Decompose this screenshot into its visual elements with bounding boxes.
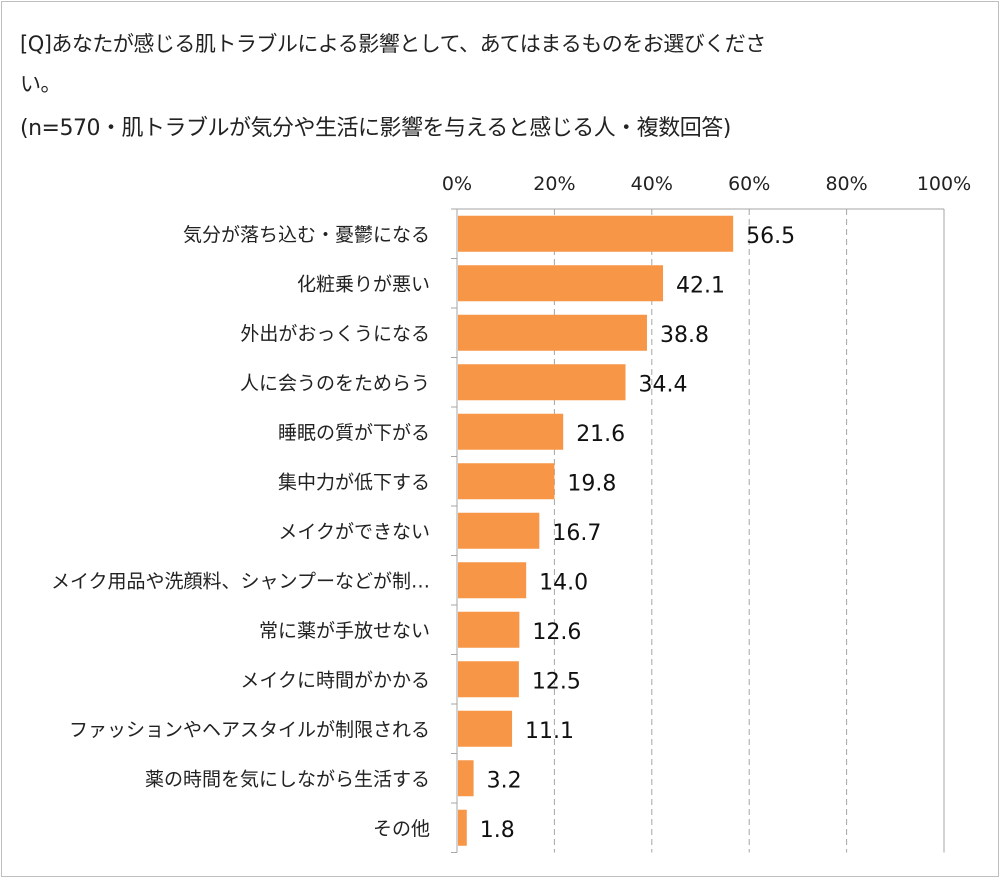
chart-title-line1: [Q]あなたが感じる肌トラブルによる影響として、あてはまるものをお選びくださ xyxy=(20,32,766,56)
data-label: 16.7 xyxy=(552,521,601,546)
data-label: 34.4 xyxy=(639,372,688,397)
category-label: 外出がおっくうになる xyxy=(240,323,430,345)
bar xyxy=(458,463,555,500)
category-label: 化粧乗りが悪い xyxy=(297,273,430,295)
bar xyxy=(458,314,647,351)
data-label: 42.1 xyxy=(676,273,725,298)
data-label: 21.6 xyxy=(576,422,625,447)
x-tick-label: 0% xyxy=(442,173,472,195)
bar xyxy=(458,265,664,302)
category-label: メイクができない xyxy=(278,521,430,543)
x-tick-label: 40% xyxy=(631,173,673,195)
bar xyxy=(458,809,467,846)
bar xyxy=(458,760,474,797)
chart-title-line2: い。 xyxy=(20,72,62,96)
data-label: 38.8 xyxy=(660,323,709,348)
category-label: ファッションやヘアスタイルが制限される xyxy=(69,719,430,741)
x-tick-label: 100% xyxy=(917,173,971,195)
data-label: 3.2 xyxy=(487,768,522,793)
category-label: 集中力が低下する xyxy=(278,471,430,493)
data-label: 14.0 xyxy=(539,570,588,595)
category-label: 常に薬が手放せない xyxy=(259,620,430,642)
bar xyxy=(458,611,520,648)
bar xyxy=(458,512,540,549)
bar xyxy=(458,413,564,450)
category-label: 人に会うのをためらう xyxy=(240,372,430,394)
category-label: その他 xyxy=(373,818,430,840)
data-label: 19.8 xyxy=(567,471,616,496)
category-label: 睡眠の質が下がる xyxy=(278,422,430,444)
x-tick-label: 60% xyxy=(728,173,770,195)
data-label: 1.8 xyxy=(480,818,515,843)
chart-subtitle: (n=570・肌トラブルが気分や生活に影響を与えると感じる人・複数回答) xyxy=(20,116,731,141)
bar xyxy=(458,364,626,401)
bar xyxy=(458,562,527,599)
category-label: 気分が落ち込む・憂鬱になる xyxy=(183,224,430,246)
category-label: メイクに時間がかかる xyxy=(240,669,430,691)
bar xyxy=(458,710,513,747)
bar xyxy=(458,215,734,252)
category-label: 薬の時間を気にしながら生活する xyxy=(145,768,430,790)
data-label: 11.1 xyxy=(525,719,574,744)
data-label: 12.6 xyxy=(532,620,581,645)
data-label: 12.5 xyxy=(532,669,581,694)
bar xyxy=(458,661,519,698)
data-label: 56.5 xyxy=(746,224,795,249)
category-label: メイク用品や洗顔料、シャンプーなどが制… xyxy=(51,570,430,592)
x-tick-label: 20% xyxy=(533,173,575,195)
x-tick-label: 80% xyxy=(825,173,867,195)
